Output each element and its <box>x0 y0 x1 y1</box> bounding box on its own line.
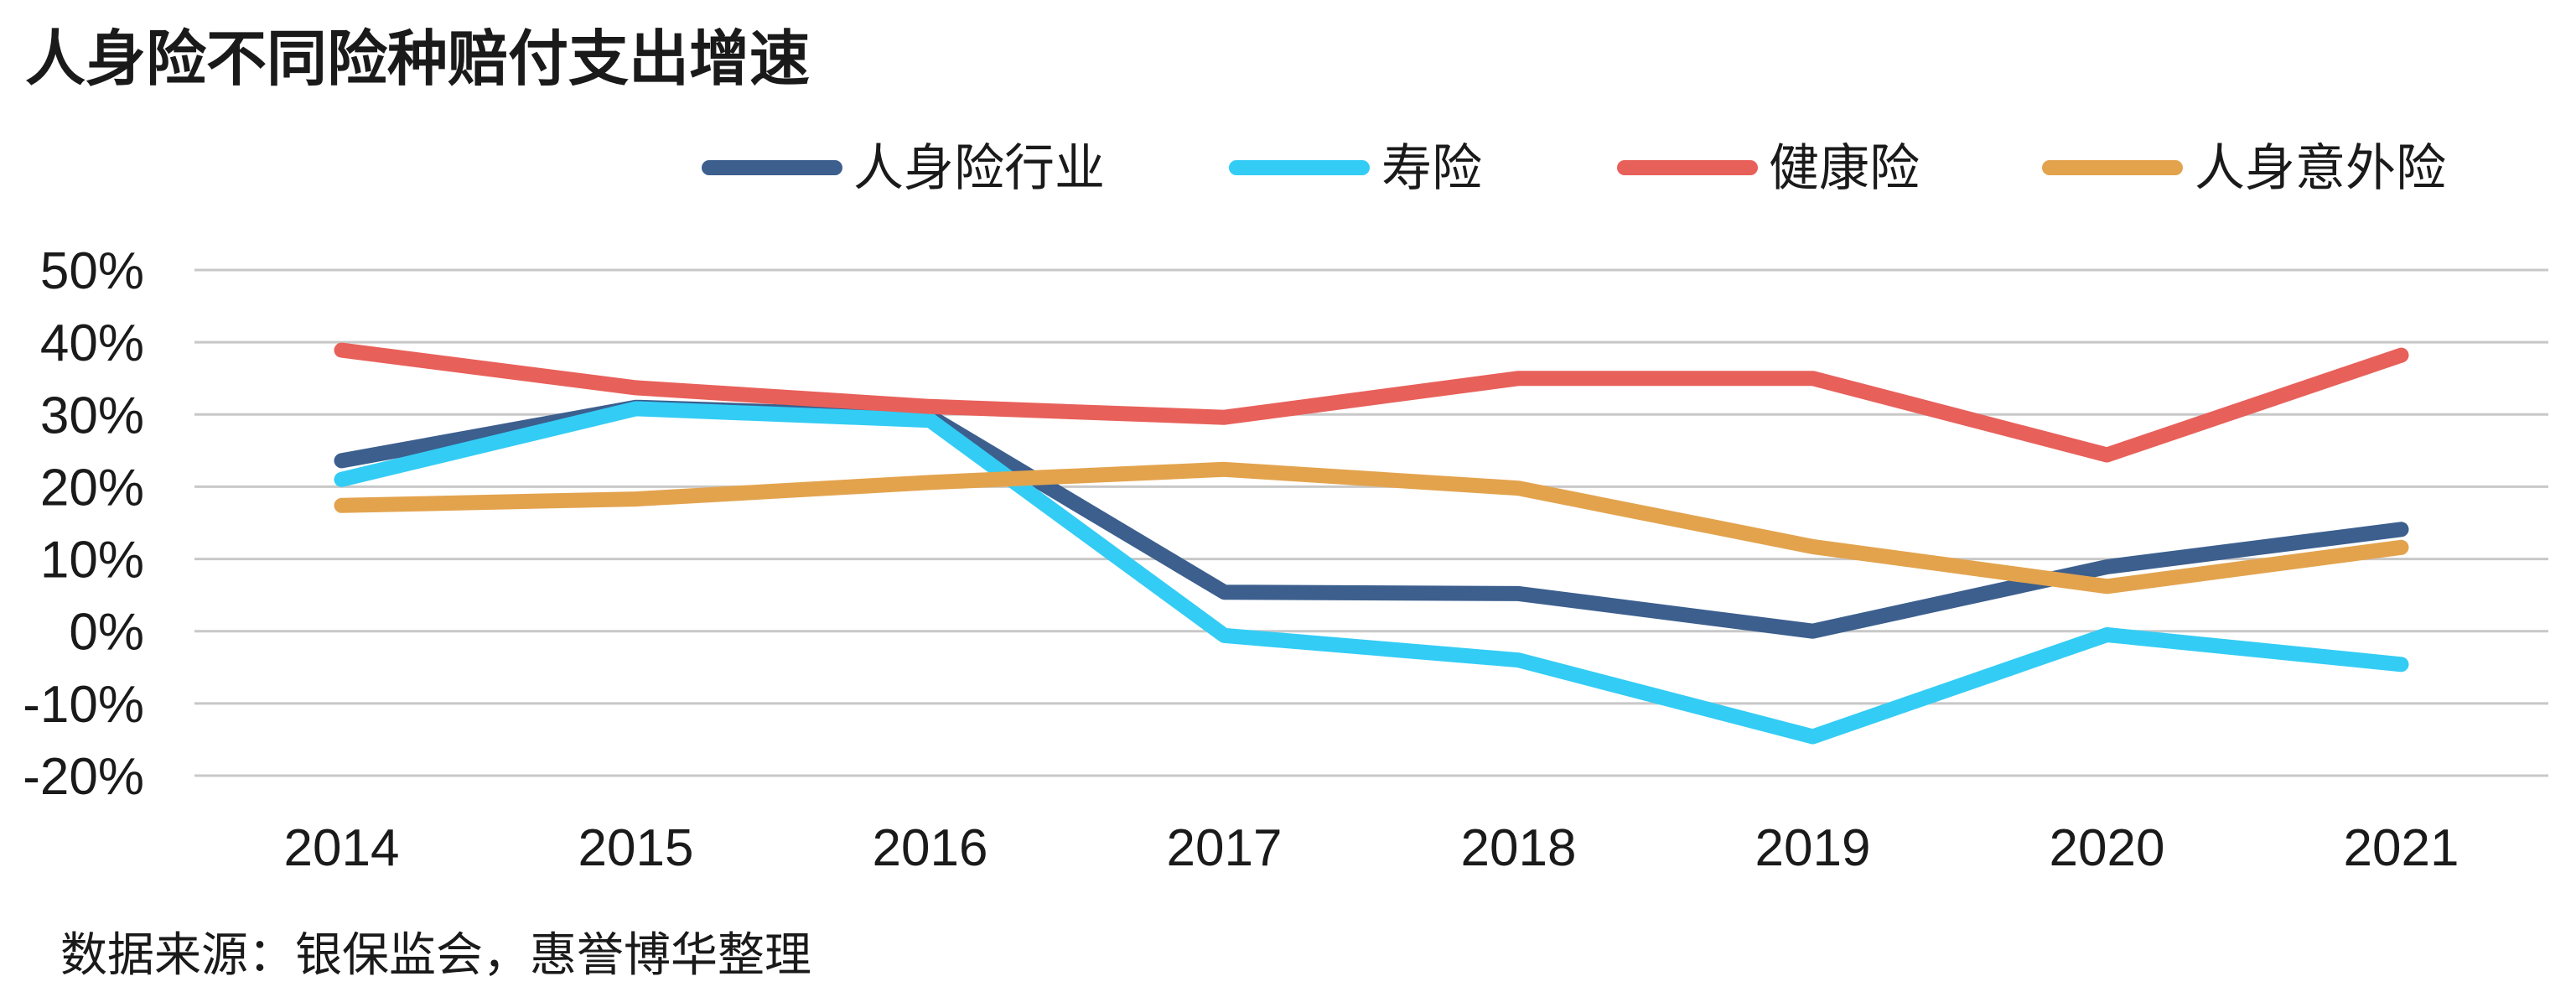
gridlines <box>194 268 2548 777</box>
y-tick-label: 0% <box>69 604 144 662</box>
x-tick-label: 2018 <box>1461 819 1577 877</box>
legend: 人身险行业 寿险 健康险 人身意外险 <box>702 139 2446 198</box>
y-tick-label: 10% <box>40 532 144 589</box>
series-line-4 <box>334 461 2409 595</box>
x-tick-label: 2016 <box>873 819 988 877</box>
x-tick-label: 2021 <box>2344 819 2459 877</box>
series-line-2 <box>334 401 2409 745</box>
series-lines <box>334 342 2409 745</box>
legend-label: 寿险 <box>1381 139 1482 198</box>
x-tick-label: 2017 <box>1167 819 1283 877</box>
x-axis-ticks: 2014 2015 2016 2017 2018 2019 2020 2021 <box>284 819 2459 877</box>
y-tick-label: 50% <box>40 242 144 300</box>
x-tick-label: 2014 <box>284 819 400 877</box>
y-tick-label: 30% <box>40 387 144 444</box>
x-tick-label: 2015 <box>578 819 694 877</box>
chart-title: 人身险不同险种赔付支出增速 <box>25 23 810 94</box>
source-note: 数据来源：银保监会，惠誉博华整理 <box>60 928 811 983</box>
series-line-1 <box>334 399 2409 639</box>
legend-label: 人身意外险 <box>2195 139 2446 198</box>
y-axis-ticks: -20% -10% 0% 10% 20% 30% 40% 50% <box>23 242 144 806</box>
y-tick-label: 20% <box>40 459 144 517</box>
y-tick-label: -10% <box>23 676 144 734</box>
x-tick-label: 2020 <box>2050 819 2165 877</box>
y-tick-label: 40% <box>40 314 144 372</box>
x-tick-label: 2019 <box>1755 819 1871 877</box>
legend-label: 健康险 <box>1769 139 1920 198</box>
series-line-3 <box>334 342 2409 463</box>
y-tick-label: -20% <box>23 748 144 806</box>
legend-label: 人身险行业 <box>853 139 1105 198</box>
